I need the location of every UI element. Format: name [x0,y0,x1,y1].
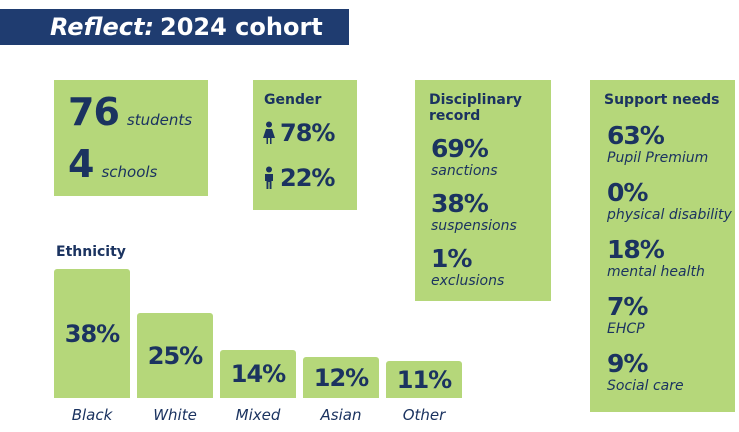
ethnicity-bar: 14% [220,350,296,398]
schools-count: 4 schools [68,142,157,186]
title-emphasis: Reflect: [50,13,155,41]
support-item: 9% Social care [607,349,684,395]
ethnicity-category-label: White [153,406,197,424]
ethnicity-bar: 38% [54,269,130,398]
disciplinary-panel: Disciplinary record 69% sanctions 38% su… [415,80,551,301]
ethnicity-bar-value: 11% [396,365,452,394]
disciplinary-heading: Disciplinary record [429,92,522,124]
ethnicity-category-label: Asian [320,406,362,424]
support-label: Pupil Premium [607,150,709,166]
support-needs-panel: Support needs 63% Pupil Premium 0% physi… [590,80,735,412]
gender-heading: Gender [264,92,322,108]
support-value: 18% [607,235,665,264]
ethnicity-bar-value: 38% [64,319,120,348]
gender-male-value: 22% [280,164,335,192]
gender-female-row: 78% [262,119,335,147]
ethnicity-category-label: Mixed [235,406,281,424]
support-item: 7% EHCP [607,292,648,338]
disciplinary-item: 69% sanctions [431,134,498,180]
cohort-counts-panel: 76 students 4 schools [54,80,208,196]
gender-male-row: 22% [262,164,335,192]
ethnicity-category-label: Black [71,406,113,424]
disciplinary-item: 1% exclusions [431,244,505,290]
schools-value: 4 [68,142,94,186]
disciplinary-label: sanctions [431,163,498,179]
schools-label: schools [101,163,158,181]
ethnicity-bar: 12% [303,357,379,398]
disciplinary-value: 1% [431,244,472,273]
female-figure-icon [262,121,276,145]
ethnicity-bar: 11% [386,361,462,398]
support-item: 18% mental health [607,235,705,281]
students-label: students [126,111,193,129]
gender-panel: Gender 78% 22% [253,80,357,210]
ethnicity-bar-value: 14% [230,360,286,388]
male-figure-icon [262,166,276,190]
support-value: 0% [607,178,648,207]
support-label: physical disability [607,207,732,223]
support-item: 0% physical disability [607,178,732,224]
disciplinary-label: suspensions [431,218,517,234]
support-label: mental health [607,264,705,280]
gender-female-value: 78% [280,119,335,147]
disciplinary-value: 69% [431,134,489,163]
support-label: EHCP [607,321,645,337]
support-heading: Support needs [604,92,720,108]
ethnicity-heading: Ethnicity [56,244,126,260]
students-count: 76 students [68,90,192,134]
ethnicity-category-label: Other [402,406,446,424]
title-text: 2024 cohort [160,13,323,41]
ethnicity-bar-value: 25% [147,341,203,370]
support-value: 7% [607,292,648,321]
support-label: Social care [607,378,684,394]
disciplinary-item: 38% suspensions [431,189,517,235]
support-value: 9% [607,349,648,378]
support-item: 63% Pupil Premium [607,121,709,167]
support-value: 63% [607,121,665,150]
students-value: 76 [68,90,120,134]
title-bar: Reflect: 2024 cohort [0,9,349,45]
disciplinary-label: exclusions [431,273,505,289]
disciplinary-value: 38% [431,189,489,218]
ethnicity-bar-value: 12% [313,363,369,392]
ethnicity-bar: 25% [137,313,213,398]
